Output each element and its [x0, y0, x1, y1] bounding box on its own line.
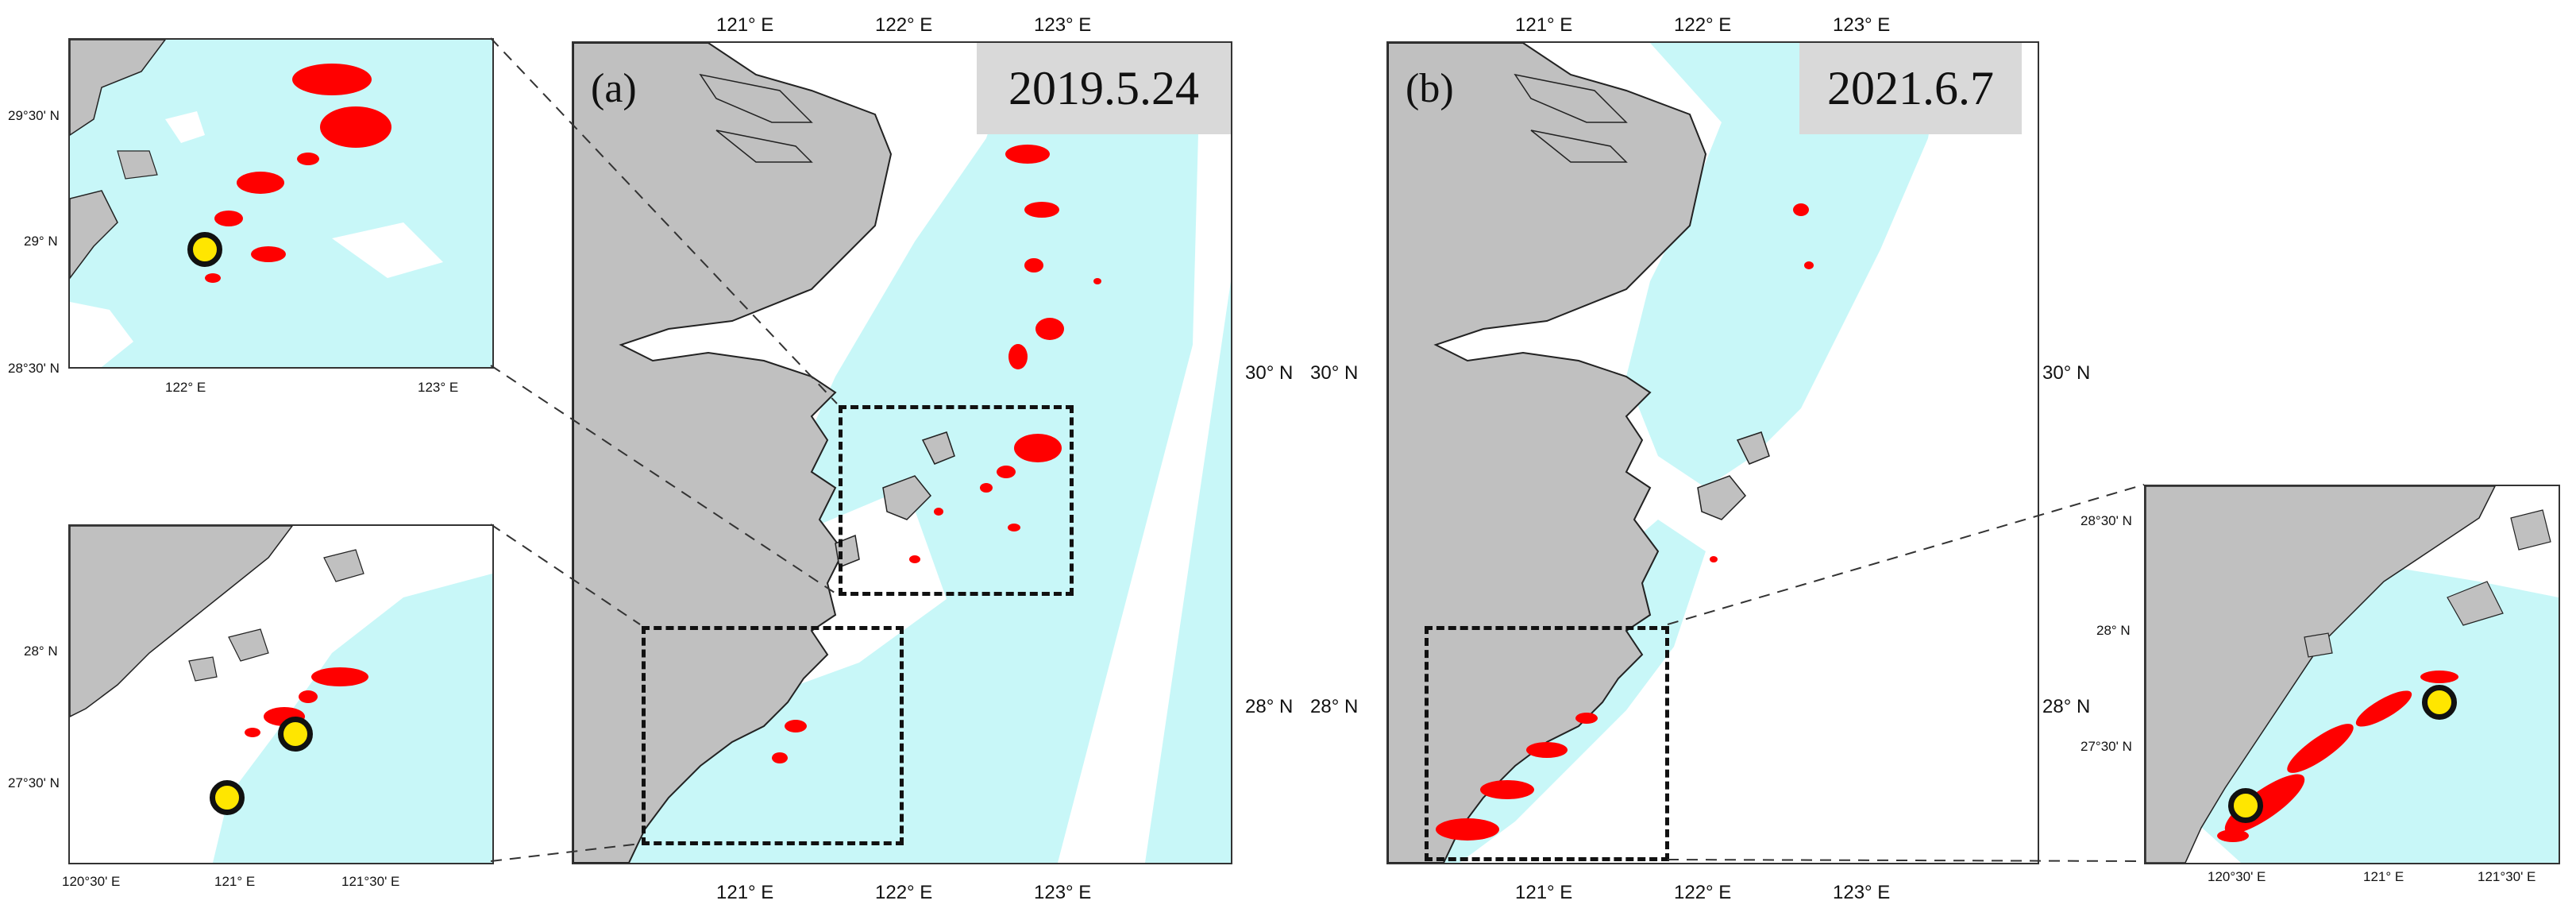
b-bottom-tick-122: 122° E [1674, 882, 1732, 903]
inset-a-lower-lat-2730n: 27°30' N [8, 775, 60, 790]
sampling-station-marker [2228, 788, 2263, 823]
date-badge-a: 2019.5.24 [977, 43, 1231, 134]
b-left-tick-30n: 30° N [1310, 362, 1359, 384]
map-b-graphic [1388, 43, 2038, 863]
main-map-b: (b) 2021.6.7 [1386, 41, 2039, 864]
inset-a-upper-lon-2: 123° E [418, 380, 459, 395]
inset-a-lower-lon-3: 121°30' E [341, 874, 400, 889]
inset-a-lower-lat-28n: 28° N [24, 644, 58, 659]
a-bottom-tick-121: 121° E [716, 882, 774, 903]
inset-a-upper-lon-1: 122° E [165, 380, 206, 395]
inset-b-lon-2: 121° E [2363, 869, 2404, 884]
inset-b-lat-3: 27°30' N [2080, 739, 2132, 754]
inset-a-upper-lat-3: 28°30' N [8, 361, 60, 376]
inset-b-graphic [2146, 486, 2559, 863]
a-right-tick-28n: 28° N [1245, 696, 1294, 717]
inset-a-upper [68, 38, 494, 369]
sampling-station-marker [2422, 685, 2457, 720]
b-right-tick-30n: 30° N [2042, 362, 2091, 384]
b-bottom-tick-123: 123° E [1833, 882, 1891, 903]
inset-a-lower-lon-1: 120°30' E [62, 874, 121, 889]
main-map-a: (a) 2019.5.24 [572, 41, 1232, 864]
sampling-station-marker [210, 780, 245, 815]
inset-a-lower-lon-2: 121° E [214, 874, 256, 889]
inset-a-lower-graphic [70, 526, 492, 863]
zoom-box-upper-a [839, 405, 1074, 596]
date-badge-b: 2021.6.7 [1799, 43, 2022, 134]
inset-a-upper-lat-2: 29° N [24, 234, 58, 249]
inset-a-upper-graphic [70, 40, 492, 367]
panel-label-a: (a) [591, 66, 637, 111]
panel-label-b: (b) [1406, 66, 1454, 111]
b-top-tick-122: 122° E [1674, 14, 1732, 36]
inset-b-lat-2: 28° N [2096, 623, 2131, 638]
b-left-tick-28n: 28° N [1310, 696, 1359, 717]
a-right-tick-30n: 30° N [1245, 362, 1294, 384]
a-top-tick-122: 122° E [875, 14, 933, 36]
zoom-box-b [1425, 626, 1669, 861]
zoom-box-lower-a [642, 626, 904, 845]
a-top-tick-123: 123° E [1034, 14, 1092, 36]
b-top-tick-123: 123° E [1833, 14, 1891, 36]
sampling-station-marker [187, 232, 222, 267]
inset-b [2144, 485, 2560, 864]
a-bottom-tick-123: 123° E [1034, 882, 1092, 903]
inset-a-lower [68, 524, 494, 864]
inset-b-lon-1: 120°30' E [2208, 869, 2266, 884]
inset-a-upper-lat-1: 29°30' N [8, 108, 60, 123]
a-top-tick-121: 121° E [716, 14, 774, 36]
sampling-station-marker [278, 717, 313, 752]
inset-b-lat-1: 28°30' N [2080, 513, 2132, 528]
inset-b-lon-3: 121°30' E [2478, 869, 2536, 884]
b-top-tick-121: 121° E [1515, 14, 1573, 36]
b-right-tick-28n: 28° N [2042, 696, 2091, 717]
a-bottom-tick-122: 122° E [875, 882, 933, 903]
b-bottom-tick-121: 121° E [1515, 882, 1573, 903]
